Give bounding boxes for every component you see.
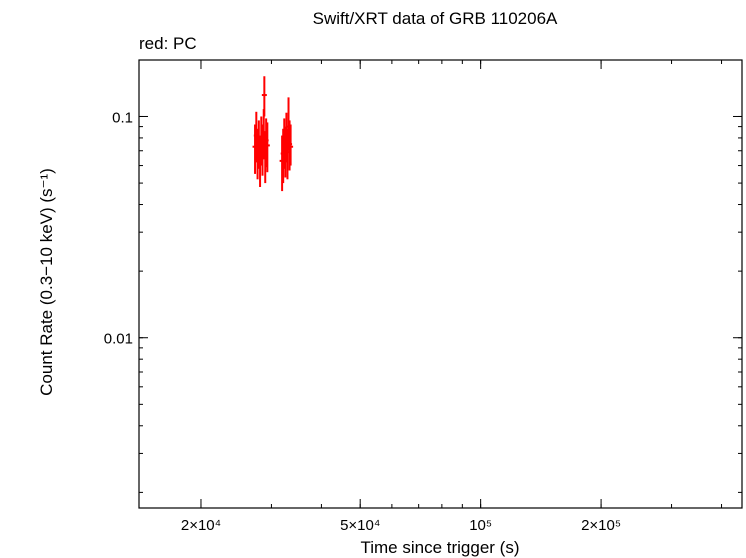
data-marks xyxy=(252,76,294,192)
chart-title: Swift/XRT data of GRB 110206A xyxy=(313,9,558,28)
y-axis-label: Count Rate (0.3−10 keV) (s⁻¹) xyxy=(37,168,56,396)
x-axis-label: Time since trigger (s) xyxy=(360,538,519,557)
chart-subtitle: red: PC xyxy=(139,34,197,53)
x-tick-label: 2×10⁴ xyxy=(181,517,221,534)
x-tick-label: 2×10⁵ xyxy=(581,517,621,534)
tick-labels: 2×10⁴ 5×10⁴ 10⁵ 2×10⁵ 0.1 0.01 xyxy=(104,109,621,534)
x-tick-label: 10⁵ xyxy=(469,517,492,534)
y-tick-label: 0.1 xyxy=(112,109,133,126)
major-ticks xyxy=(139,60,742,508)
y-tick-label: 0.01 xyxy=(104,331,133,348)
minor-ticks xyxy=(139,60,742,508)
plot-frame xyxy=(138,59,743,509)
x-tick-label: 5×10⁴ xyxy=(340,517,380,534)
